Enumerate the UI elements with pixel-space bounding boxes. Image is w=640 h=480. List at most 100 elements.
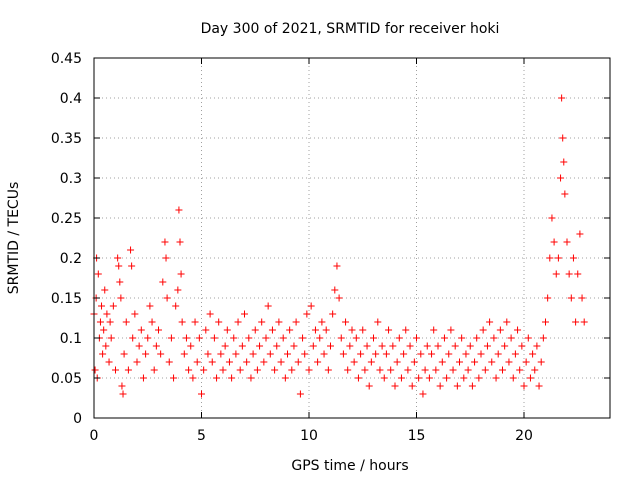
y-tick-label: 0	[73, 411, 82, 427]
y-tick-label: 0.35	[51, 131, 82, 147]
data-point	[346, 342, 354, 350]
data-point	[483, 342, 491, 350]
data-point	[182, 334, 190, 342]
data-point	[177, 270, 185, 278]
data-point	[348, 326, 356, 334]
data-point	[119, 390, 127, 398]
data-point	[449, 366, 457, 374]
data-point	[428, 350, 436, 358]
data-point	[558, 94, 566, 102]
data-point	[436, 382, 444, 390]
data-point	[247, 374, 255, 382]
data-point	[139, 374, 147, 382]
data-point	[256, 342, 264, 350]
y-tick-label: 0.05	[51, 371, 82, 387]
data-point	[234, 318, 242, 326]
data-point	[531, 366, 539, 374]
data-point	[329, 310, 337, 318]
data-point	[535, 382, 543, 390]
data-point	[337, 334, 345, 342]
ticks	[93, 57, 610, 419]
data-point	[103, 310, 111, 318]
data-point	[537, 358, 545, 366]
plot-frame	[93, 57, 611, 419]
data-point	[574, 270, 582, 278]
data-point	[318, 318, 326, 326]
data-point	[100, 326, 108, 334]
data-point	[225, 358, 233, 366]
data-point	[98, 302, 106, 310]
data-point	[105, 358, 113, 366]
data-point	[320, 350, 328, 358]
data-point	[165, 358, 173, 366]
data-point	[146, 302, 154, 310]
data-point	[152, 342, 160, 350]
y-tick-label: 0.15	[51, 291, 82, 307]
chart-title: Day 300 of 2021, SRMTID for receiver hok…	[201, 21, 500, 37]
data-point	[456, 358, 463, 366]
data-point	[391, 382, 399, 390]
data-point	[260, 358, 268, 366]
data-point	[359, 326, 367, 334]
data-point	[423, 342, 431, 350]
data-point	[488, 358, 496, 366]
data-point	[395, 334, 403, 342]
data-point	[354, 374, 362, 382]
data-point	[118, 382, 126, 390]
data-point	[430, 326, 438, 334]
data-point	[296, 390, 304, 398]
data-point	[438, 358, 446, 366]
x-tick-label: 20	[515, 428, 533, 444]
data-point	[311, 326, 319, 334]
data-point	[309, 342, 317, 350]
data-point	[266, 350, 274, 358]
data-point	[217, 350, 225, 358]
data-point	[370, 334, 377, 342]
data-point	[107, 334, 115, 342]
data-point	[400, 350, 408, 358]
data-point	[445, 350, 453, 358]
data-point	[471, 358, 479, 366]
data-point	[514, 326, 522, 334]
data-point	[204, 350, 212, 358]
data-point	[376, 366, 384, 374]
data-point	[187, 342, 195, 350]
data-point	[245, 334, 253, 342]
data-point	[408, 382, 416, 390]
data-point	[135, 342, 143, 350]
data-point	[486, 318, 494, 326]
data-point	[475, 374, 483, 382]
data-point	[116, 278, 124, 286]
data-point	[565, 270, 573, 278]
data-point	[200, 366, 208, 374]
data-point	[451, 342, 459, 350]
data-point	[159, 278, 167, 286]
x-tick-label: 10	[300, 428, 318, 444]
data-point	[542, 318, 549, 326]
data-point	[142, 350, 150, 358]
data-point	[378, 342, 386, 350]
data-point	[434, 342, 442, 350]
data-point	[193, 358, 201, 366]
data-point	[273, 342, 281, 350]
data-point	[327, 342, 334, 350]
data-point	[578, 294, 586, 302]
data-point	[271, 366, 279, 374]
data-point	[215, 318, 223, 326]
data-point	[94, 270, 102, 278]
data-point	[501, 342, 509, 350]
data-point	[268, 326, 276, 334]
data-point	[552, 270, 560, 278]
data-point	[509, 374, 517, 382]
data-point	[419, 390, 427, 398]
data-point	[406, 342, 414, 350]
data-point	[331, 286, 339, 294]
y-tick-label: 0.2	[60, 251, 82, 267]
data-point	[286, 326, 294, 334]
data-point	[466, 342, 474, 350]
data-point	[238, 342, 246, 350]
data-point	[206, 310, 214, 318]
data-point	[299, 334, 307, 342]
data-point	[518, 342, 526, 350]
